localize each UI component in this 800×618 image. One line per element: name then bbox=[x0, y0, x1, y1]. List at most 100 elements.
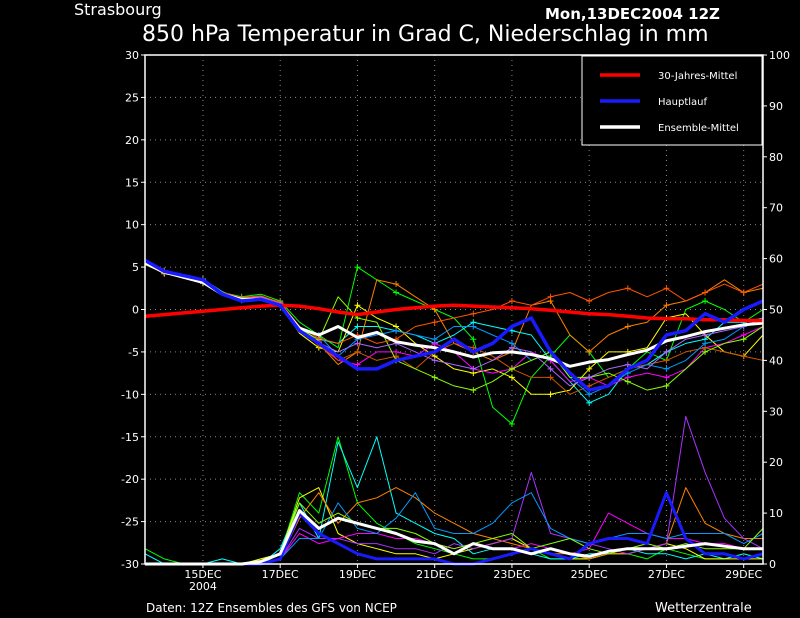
ensemble-point-marker bbox=[508, 365, 515, 372]
ensemble-member-line bbox=[144, 262, 764, 395]
ensemble-point-marker bbox=[470, 365, 477, 372]
ensemble-point-marker bbox=[354, 264, 361, 271]
ensemble-point-marker bbox=[740, 289, 747, 296]
run-time: Mon,13DEC2004 12Z bbox=[545, 5, 720, 23]
ensemble-point-marker bbox=[740, 353, 747, 360]
ensemble-point-marker bbox=[508, 374, 515, 381]
x-tick-label: 29DEC bbox=[725, 568, 762, 581]
ensemble-point-marker bbox=[663, 374, 670, 381]
x-tick-label: 25DEC bbox=[571, 568, 608, 581]
series-line-ensemble-mittel-niederschlag- bbox=[145, 509, 763, 566]
ensemble-point-marker bbox=[702, 348, 709, 355]
ensemble-point-marker bbox=[547, 365, 554, 372]
legend-label-ensemble-mean: Ensemble-Mittel bbox=[658, 123, 739, 134]
left-tick-label: 0 bbox=[132, 304, 139, 317]
right-tick-label: 90 bbox=[769, 100, 783, 113]
left-tick-label: 25 bbox=[125, 91, 139, 104]
right-tick-label: 60 bbox=[769, 253, 783, 266]
left-tick-label: 15 bbox=[125, 176, 139, 189]
ensemble-point-marker bbox=[431, 336, 438, 343]
brand-label: Wetterzentrale bbox=[655, 601, 752, 616]
data-source: Daten: 12Z Ensembles des GFS von NCEP bbox=[146, 601, 397, 615]
ensemble-point-marker bbox=[393, 289, 400, 296]
chart-title: 850 hPa Temperatur in Grad C, Niederschl… bbox=[142, 22, 709, 47]
ensemble-point-marker bbox=[354, 348, 361, 355]
ensemble-point-marker bbox=[470, 344, 477, 351]
ensemble-point-marker bbox=[470, 310, 477, 317]
ensemble-point-marker bbox=[663, 357, 670, 364]
ensemble-point-marker bbox=[508, 344, 515, 351]
left-tick-label: 5 bbox=[132, 261, 139, 274]
ensemble-point-marker bbox=[586, 399, 593, 406]
left-tick-label: 10 bbox=[125, 219, 139, 232]
left-tick-label: -5 bbox=[128, 346, 139, 359]
ensemble-point-marker bbox=[547, 391, 554, 398]
ensemble-member-line bbox=[144, 261, 764, 395]
ensemble-point-marker bbox=[354, 323, 361, 330]
ensemble-point-marker bbox=[624, 361, 631, 368]
ensemble-point-marker bbox=[470, 336, 477, 343]
x-tick-label: 15DEC bbox=[184, 568, 221, 581]
left-tick-label: -30 bbox=[121, 558, 139, 571]
legend: 30-Jahres-Mittel Hauptlauf Ensemble-Mitt… bbox=[581, 55, 763, 146]
ensemble-point-marker bbox=[663, 302, 670, 309]
ensemble-point-marker bbox=[663, 348, 670, 355]
ensemble-point-marker bbox=[470, 323, 477, 330]
left-tick-label: -15 bbox=[121, 431, 139, 444]
ensemble-point-marker bbox=[508, 298, 515, 305]
left-tick-label: 20 bbox=[125, 134, 139, 147]
ensemble-point-marker bbox=[586, 348, 593, 355]
left-tick-label: -25 bbox=[121, 516, 139, 529]
right-tick-label: 50 bbox=[769, 304, 783, 317]
ensemble-point-marker bbox=[586, 298, 593, 305]
ensemble-point-marker bbox=[663, 365, 670, 372]
right-tick-label: 0 bbox=[769, 558, 776, 571]
ensemble-point-marker bbox=[431, 319, 438, 326]
x-tick-label: 17DEC bbox=[262, 568, 299, 581]
x-tick-label: 19DEC bbox=[339, 568, 376, 581]
station-name: Strasbourg bbox=[74, 0, 162, 19]
right-tick-label: 80 bbox=[769, 151, 783, 164]
ensemble-point-marker bbox=[624, 378, 631, 385]
left-tick-label: 30 bbox=[125, 49, 139, 62]
axis-ticks: 302520151050-5-10-15-20-25-3010090807060… bbox=[121, 49, 790, 593]
left-tick-label: -20 bbox=[121, 473, 139, 486]
series-line-hauptlauf bbox=[144, 258, 764, 392]
left-tick-label: -10 bbox=[121, 388, 139, 401]
right-tick-label: 100 bbox=[769, 49, 790, 62]
right-tick-label: 10 bbox=[769, 507, 783, 520]
legend-label-climate: 30-Jahres-Mittel bbox=[658, 71, 737, 82]
ensemble-point-marker bbox=[663, 285, 670, 292]
x-tick-label: 21DEC bbox=[416, 568, 453, 581]
x-tick-label: 23DEC bbox=[493, 568, 530, 581]
ensemble-point-marker bbox=[702, 298, 709, 305]
ensemble-point-marker bbox=[431, 357, 438, 364]
ensemble-member-line bbox=[145, 415, 764, 565]
ensemble-point-marker bbox=[586, 365, 593, 372]
series-line-30-jahres-mittel bbox=[144, 303, 763, 323]
ensemble-point-marker bbox=[740, 336, 747, 343]
x-tick-sublabel: 2004 bbox=[189, 580, 217, 593]
ensemble-point-marker bbox=[702, 289, 709, 296]
ensemble-point-marker bbox=[663, 382, 670, 389]
ensemble-point-marker bbox=[393, 327, 400, 334]
ensemble-point-marker bbox=[393, 281, 400, 288]
ensemble-point-marker bbox=[586, 374, 593, 381]
ensemble-point-marker bbox=[431, 374, 438, 381]
right-tick-label: 30 bbox=[769, 405, 783, 418]
ensemble-member-line bbox=[144, 264, 764, 395]
x-tick-label: 27DEC bbox=[648, 568, 685, 581]
ensemble-point-marker bbox=[354, 361, 361, 368]
ensemble-point-marker bbox=[624, 323, 631, 330]
ensemble-point-marker bbox=[470, 387, 477, 394]
legend-label-main-run: Hauptlauf bbox=[658, 97, 707, 108]
ensemble-point-marker bbox=[702, 340, 709, 347]
ensemble-member-line bbox=[144, 261, 764, 344]
ensemble-point-marker bbox=[624, 285, 631, 292]
ensemble-point-marker bbox=[354, 340, 361, 347]
right-tick-label: 70 bbox=[769, 202, 783, 215]
ensemble-point-marker bbox=[547, 293, 554, 300]
right-tick-label: 40 bbox=[769, 354, 783, 367]
right-tick-label: 20 bbox=[769, 456, 783, 469]
